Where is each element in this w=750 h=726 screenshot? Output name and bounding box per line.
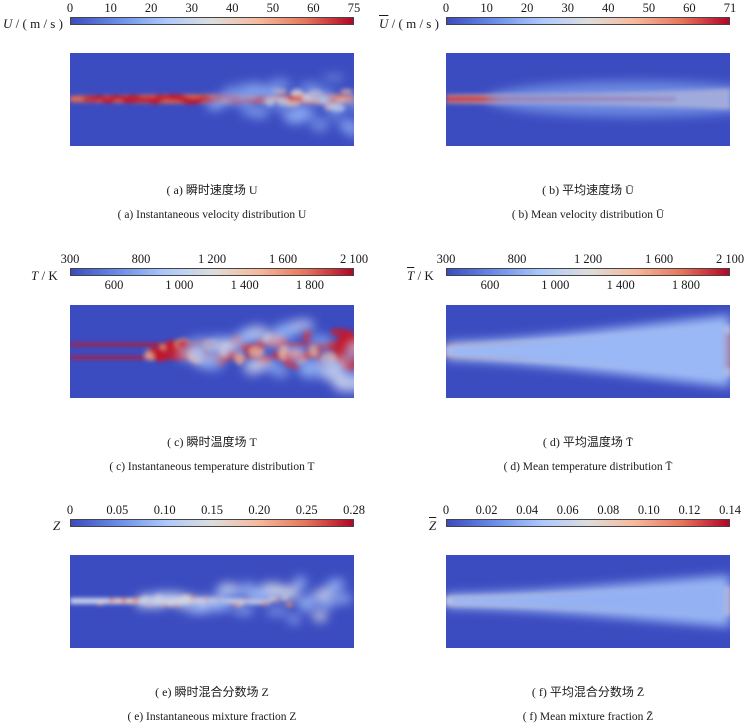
field-image-a	[70, 53, 354, 146]
variable-unit: / ( m / s )	[12, 16, 63, 31]
tick-label-e: 0.15	[201, 503, 223, 517]
tick-label-c: 1 800	[295, 278, 325, 292]
tick-label-c: 2 100	[339, 252, 369, 266]
caption-en-a: ( a) Instantaneous velocity distribution…	[117, 209, 307, 221]
tick-label-f: 0.06	[556, 503, 579, 517]
tick-label-d: 1 600	[644, 252, 674, 266]
field-image-d	[446, 305, 730, 398]
colorbar-f	[446, 519, 730, 527]
tick-label-f: 0.08	[597, 503, 620, 517]
tick-label-c: 1 000	[165, 278, 194, 292]
caption-zh-c: ( c) 瞬时温度场 T	[167, 435, 257, 449]
variable-unit: / K	[38, 268, 58, 283]
tick-label-e: 0.25	[295, 503, 318, 517]
tick-label-f: 0.02	[475, 503, 498, 517]
tick-label-b: 0	[442, 1, 450, 15]
variable-unit: / K	[414, 268, 434, 283]
tick-label-d: 1 800	[671, 278, 701, 292]
variable-unit: / ( m / s )	[388, 16, 439, 31]
field-image-c	[70, 305, 354, 398]
colorbar-label-a: U / ( m / s )	[3, 16, 63, 32]
variable-symbol: Z	[53, 518, 61, 533]
colorbar-d	[446, 268, 730, 276]
tick-label-a: 0	[66, 1, 74, 15]
tick-label-b: 40	[602, 1, 615, 15]
caption-zh-b: ( b) 平均速度场 Ū	[542, 183, 634, 197]
tick-label-e: 0.10	[153, 503, 176, 517]
tick-label-d: 600	[480, 278, 500, 292]
caption-zh-a: ( a) 瞬时速度场 U	[166, 183, 258, 197]
colorbar-label-e: Z	[53, 518, 60, 534]
variable-symbol: T	[31, 268, 39, 283]
tick-label-a: 60	[307, 1, 320, 15]
tick-label-f: 0.12	[678, 503, 701, 517]
colorbar-label-c: T / K	[31, 268, 58, 284]
colorbar-b	[446, 17, 730, 25]
tick-label-e: 0	[66, 503, 74, 517]
tick-label-c: 1 200	[197, 252, 227, 266]
tick-label-e: 0.05	[106, 503, 129, 517]
tick-label-c: 800	[131, 252, 151, 266]
colorbar-label-f: Z	[429, 518, 436, 534]
caption-en-d: ( d) Mean temperature distribution T̄	[503, 461, 673, 473]
variable-symbol: U	[379, 16, 389, 31]
field-image-f	[446, 555, 730, 648]
panel-a: U / ( m / s ) 0 10 20 30 40 50 60 75( a) 瞬时速度场 U…	[0, 0, 750, 221]
caption-zh-d: ( d) 平均温度场 T̄	[542, 435, 634, 449]
tick-label-a: 50	[266, 1, 280, 15]
tick-label-b: 20	[520, 1, 534, 15]
tick-label-a: 10	[104, 1, 117, 15]
tick-label-c: 300	[60, 252, 80, 266]
tick-label-d: 1 000	[541, 278, 570, 292]
field-image-b	[446, 53, 730, 146]
tick-label-f: 0	[442, 503, 450, 517]
caption-en-e: ( e) Instantaneous mixture fraction Z	[127, 711, 297, 723]
panel-d: T / K 300 800 1 200 1 600 2 100 600 1 000 1 400 1…	[0, 0, 750, 473]
panel-b: U / ( m / s ) 0 10 20 30 40 50 60 71( b) 平均速度场 Ū…	[0, 0, 750, 221]
field-image-e	[70, 555, 354, 648]
tick-label-c: 1 400	[230, 278, 259, 292]
tick-label-f: 0.14	[719, 503, 741, 517]
variable-symbol: Z	[429, 518, 437, 533]
caption-en-b: ( b) Mean velocity distribution Ū	[511, 209, 665, 221]
tick-label-b: 10	[480, 1, 493, 15]
tick-label-d: 1 400	[606, 278, 635, 292]
tick-label-e: 0.20	[248, 503, 271, 517]
tick-label-b: 60	[683, 1, 696, 15]
colorbar-label-d: T / K	[407, 268, 434, 284]
tick-label-b: 71	[723, 1, 737, 15]
tick-label-a: 40	[226, 1, 239, 15]
tick-label-a: 30	[185, 1, 198, 15]
tick-label-f: 0.04	[516, 503, 539, 517]
colorbar-e	[70, 519, 354, 527]
variable-symbol: U	[3, 16, 13, 31]
tick-label-a: 75	[347, 1, 361, 15]
tick-label-c: 600	[104, 278, 124, 292]
tick-label-b: 30	[561, 1, 574, 15]
caption-en-c: ( c) Instantaneous temperature distribut…	[109, 461, 315, 473]
caption-zh-f: ( f) 平均混合分数场 Z̄	[531, 685, 645, 699]
tick-label-d: 2 100	[715, 252, 745, 266]
tick-label-c: 1 600	[268, 252, 298, 266]
tick-label-d: 300	[436, 252, 456, 266]
caption-en-f: ( f) Mean mixture fraction Z̄	[522, 711, 654, 723]
tick-label-b: 50	[642, 1, 656, 15]
panel-c: T / K 300 800 1 200 1 600 2 100 600 1 000 1 400 1…	[0, 0, 750, 473]
tick-label-e: 0.28	[343, 503, 365, 517]
variable-symbol: T	[407, 268, 415, 283]
colorbar-a	[70, 17, 354, 25]
tick-label-d: 800	[507, 252, 527, 266]
tick-label-f: 0.10	[637, 503, 660, 517]
colorbar-label-b: U / ( m / s )	[379, 16, 439, 32]
tick-label-d: 1 200	[573, 252, 603, 266]
caption-zh-e: ( e) 瞬时混合分数场 Z	[155, 685, 269, 699]
colorbar-c	[70, 268, 354, 276]
tick-label-a: 20	[144, 1, 158, 15]
